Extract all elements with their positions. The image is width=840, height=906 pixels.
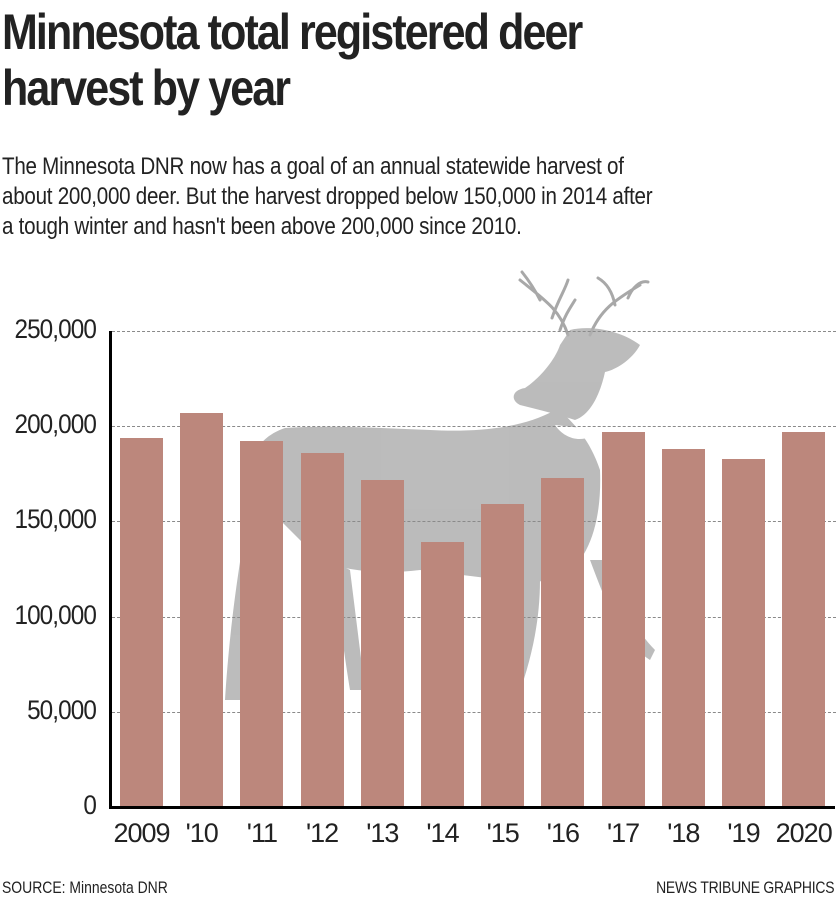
bar-15 [481, 504, 525, 807]
x-tick-label: '10 [185, 818, 219, 848]
bar-18 [661, 449, 705, 807]
bar-10 [180, 412, 224, 807]
bar-17 [601, 431, 645, 807]
bar-14 [421, 542, 464, 807]
gridline-150000 [112, 521, 836, 522]
y-tick-label: 150,000 [14, 504, 96, 534]
x-tick-label: '18 [667, 818, 700, 848]
x-tick-label: '12 [306, 818, 339, 848]
subtitle-line-3: a tough winter and hasn't been above 200… [2, 213, 522, 240]
y-tick-label: 200,000 [14, 409, 96, 439]
x-tick-label: '17 [607, 818, 640, 848]
y-tick-label: 50,000 [27, 695, 97, 725]
gridline-200000 [112, 426, 836, 427]
y-tick-label: 0 [83, 790, 97, 820]
bar-19 [722, 458, 765, 807]
chart-title: Minnesota total registered deer harvest … [2, 4, 721, 116]
bar-2009 [120, 437, 163, 807]
x-tick-label: '14 [426, 818, 459, 848]
graphics-credit: NEWS TRIBUNE GRAPHICS [655, 878, 834, 897]
x-tick-label: '11 [246, 818, 278, 848]
x-tick-label: '19 [727, 818, 760, 848]
y-axis [109, 331, 112, 809]
chart-subtitle: The Minnesota DNR now has a goal of an a… [2, 152, 825, 242]
x-axis [109, 806, 835, 809]
chart-title-line-2: harvest by year [2, 60, 291, 116]
x-tick-label: '15 [486, 818, 520, 848]
bar-13 [360, 479, 404, 807]
bar-11 [240, 441, 284, 807]
y-tick-label: 100,000 [14, 600, 96, 630]
bar-16 [541, 477, 585, 807]
gridline-100000 [112, 617, 836, 618]
gridline-250000 [112, 331, 836, 332]
subtitle-line-2: about 200,000 deer. But the harvest drop… [2, 183, 653, 210]
x-tick-label: 2009 [113, 818, 170, 848]
source-note: SOURCE: Minnesota DNR [2, 878, 168, 897]
x-tick-label: '16 [546, 818, 580, 848]
y-tick-label: 250,000 [14, 314, 96, 344]
gridline-50000 [112, 712, 836, 713]
bar-12 [300, 452, 344, 807]
chart-title-line-1: Minnesota total registered deer [2, 4, 583, 60]
subtitle-line-1: The Minnesota DNR now has a goal of an a… [2, 153, 624, 180]
x-tick-label: '13 [366, 818, 399, 848]
x-tick-label: 2020 [775, 818, 833, 848]
bar-2020 [782, 431, 826, 807]
